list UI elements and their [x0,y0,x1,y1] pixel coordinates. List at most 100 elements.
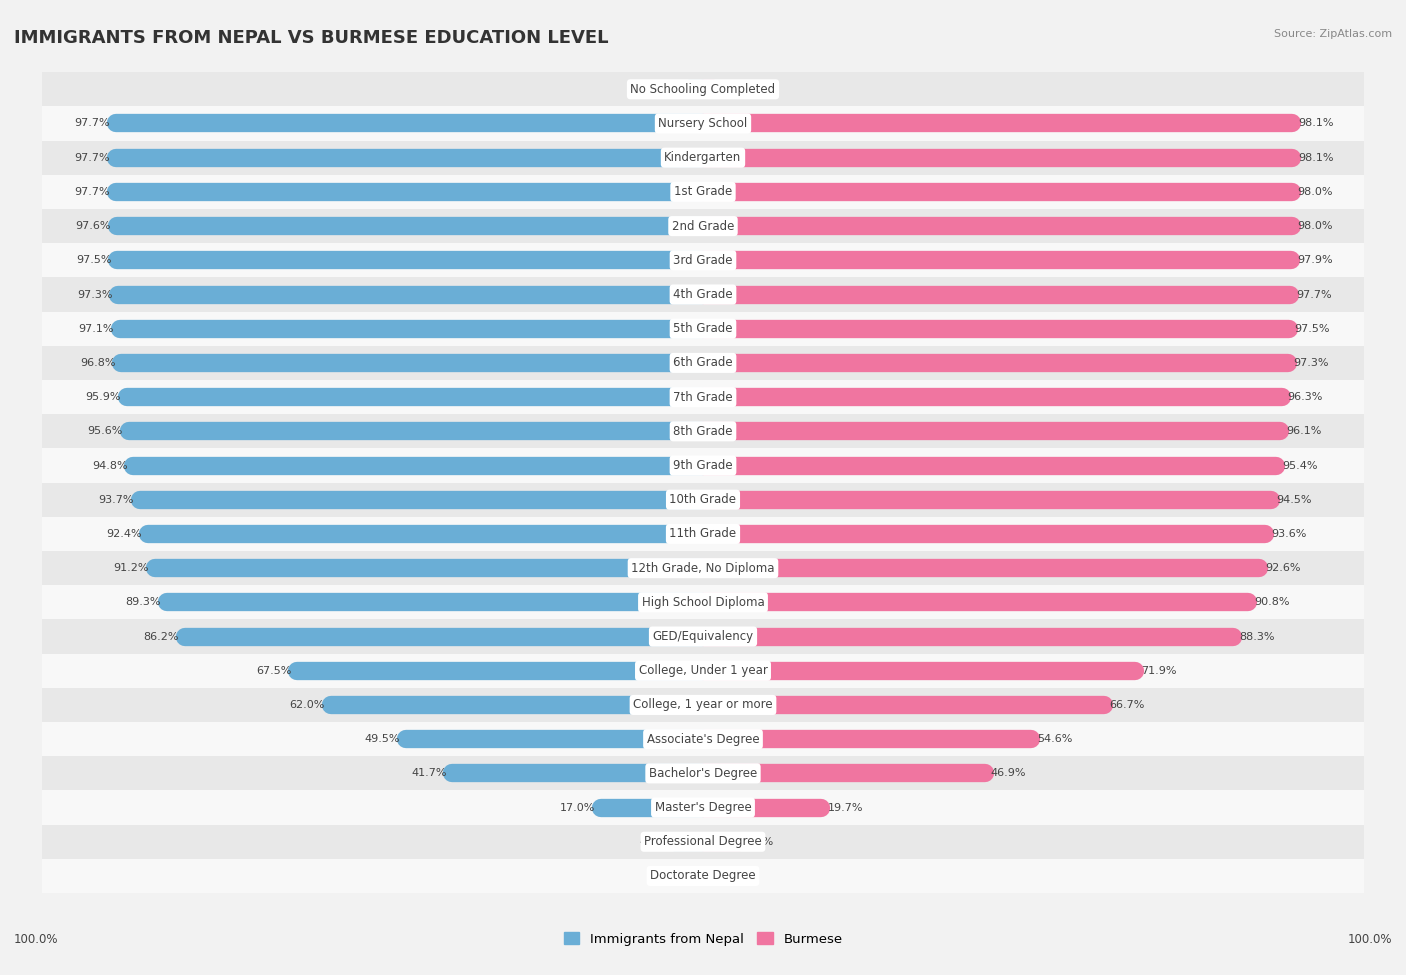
Bar [42,414,1364,448]
Text: 97.3%: 97.3% [1294,358,1329,368]
Text: 3rd Grade: 3rd Grade [673,254,733,267]
Text: 95.9%: 95.9% [86,392,121,402]
Text: GED/Equivalency: GED/Equivalency [652,630,754,644]
Text: 98.1%: 98.1% [1298,119,1334,129]
Bar [42,585,1364,619]
Text: 62.0%: 62.0% [290,700,325,710]
Text: 100.0%: 100.0% [1347,933,1392,946]
Text: 95.4%: 95.4% [1282,460,1317,471]
Text: 97.5%: 97.5% [76,255,111,265]
Bar [42,483,1364,517]
Text: 93.7%: 93.7% [98,494,134,505]
Text: 19.7%: 19.7% [827,802,863,812]
Text: 54.6%: 54.6% [1038,734,1073,744]
Text: 9th Grade: 9th Grade [673,459,733,472]
Bar [42,380,1364,414]
Text: 66.7%: 66.7% [1109,700,1144,710]
Text: 2.3%: 2.3% [655,84,683,95]
Text: 92.6%: 92.6% [1265,564,1301,573]
Text: 98.0%: 98.0% [1298,187,1333,197]
Text: 4th Grade: 4th Grade [673,288,733,301]
Text: 41.7%: 41.7% [411,768,447,778]
Bar [42,72,1364,106]
Bar [42,140,1364,175]
Text: 97.3%: 97.3% [77,290,112,299]
Text: 67.5%: 67.5% [256,666,291,676]
Text: 11th Grade: 11th Grade [669,527,737,540]
Text: 7th Grade: 7th Grade [673,391,733,404]
Bar [42,278,1364,312]
Text: High School Diploma: High School Diploma [641,596,765,608]
Text: 100.0%: 100.0% [14,933,59,946]
Text: 93.6%: 93.6% [1271,528,1306,539]
Text: 8th Grade: 8th Grade [673,425,733,438]
Text: Nursery School: Nursery School [658,117,748,130]
Text: 98.1%: 98.1% [1298,153,1334,163]
Text: 96.8%: 96.8% [80,358,115,368]
Bar [42,859,1364,893]
Bar [42,722,1364,757]
Text: 12th Grade, No Diploma: 12th Grade, No Diploma [631,562,775,574]
Text: 17.0%: 17.0% [560,802,595,812]
Text: 90.8%: 90.8% [1254,598,1289,607]
Text: Bachelor's Degree: Bachelor's Degree [650,767,756,780]
Text: 96.1%: 96.1% [1286,426,1322,437]
Bar [42,346,1364,380]
Text: 6th Grade: 6th Grade [673,357,733,370]
Text: 1.9%: 1.9% [720,84,749,95]
Text: 88.3%: 88.3% [1240,632,1275,642]
Text: 2.6%: 2.6% [724,871,754,881]
Text: 98.0%: 98.0% [1298,221,1333,231]
Bar [42,551,1364,585]
Text: Associate's Degree: Associate's Degree [647,732,759,746]
Bar [42,517,1364,551]
Text: 89.3%: 89.3% [125,598,160,607]
Bar [42,653,1364,687]
Text: 2nd Grade: 2nd Grade [672,219,734,233]
Text: 91.2%: 91.2% [114,564,149,573]
Text: 97.7%: 97.7% [1296,290,1331,299]
Text: 49.5%: 49.5% [364,734,399,744]
Text: 92.4%: 92.4% [107,528,142,539]
Text: 46.9%: 46.9% [991,768,1026,778]
Text: College, 1 year or more: College, 1 year or more [633,698,773,712]
Text: 97.5%: 97.5% [1295,324,1330,333]
Text: 4.8%: 4.8% [640,837,668,846]
Text: Doctorate Degree: Doctorate Degree [650,870,756,882]
Text: 94.8%: 94.8% [91,460,128,471]
Bar [42,619,1364,653]
Text: 96.3%: 96.3% [1288,392,1323,402]
Text: IMMIGRANTS FROM NEPAL VS BURMESE EDUCATION LEVEL: IMMIGRANTS FROM NEPAL VS BURMESE EDUCATI… [14,29,609,47]
Bar [42,243,1364,278]
Text: Master's Degree: Master's Degree [655,801,751,814]
Text: 97.7%: 97.7% [75,187,110,197]
Bar [42,757,1364,791]
Text: 97.9%: 97.9% [1298,255,1333,265]
Text: 1st Grade: 1st Grade [673,185,733,198]
Bar [42,209,1364,243]
Legend: Immigrants from Nepal, Burmese: Immigrants from Nepal, Burmese [558,927,848,951]
Bar [42,791,1364,825]
Text: 95.6%: 95.6% [87,426,122,437]
Text: Professional Degree: Professional Degree [644,836,762,848]
Bar [42,106,1364,140]
Text: 97.1%: 97.1% [79,324,114,333]
Bar [42,448,1364,483]
Bar [42,312,1364,346]
Text: 10th Grade: 10th Grade [669,493,737,506]
Text: 6.1%: 6.1% [745,837,773,846]
Text: No Schooling Completed: No Schooling Completed [630,83,776,96]
Bar [42,825,1364,859]
Text: College, Under 1 year: College, Under 1 year [638,664,768,678]
Text: 94.5%: 94.5% [1277,494,1312,505]
Text: 97.6%: 97.6% [75,221,111,231]
Text: 86.2%: 86.2% [143,632,179,642]
Text: 71.9%: 71.9% [1140,666,1177,676]
Text: 97.7%: 97.7% [75,119,110,129]
Text: 2.2%: 2.2% [655,871,683,881]
Text: Source: ZipAtlas.com: Source: ZipAtlas.com [1274,29,1392,39]
Text: 97.7%: 97.7% [75,153,110,163]
Text: 5th Grade: 5th Grade [673,322,733,335]
Bar [42,175,1364,209]
Bar [42,687,1364,722]
